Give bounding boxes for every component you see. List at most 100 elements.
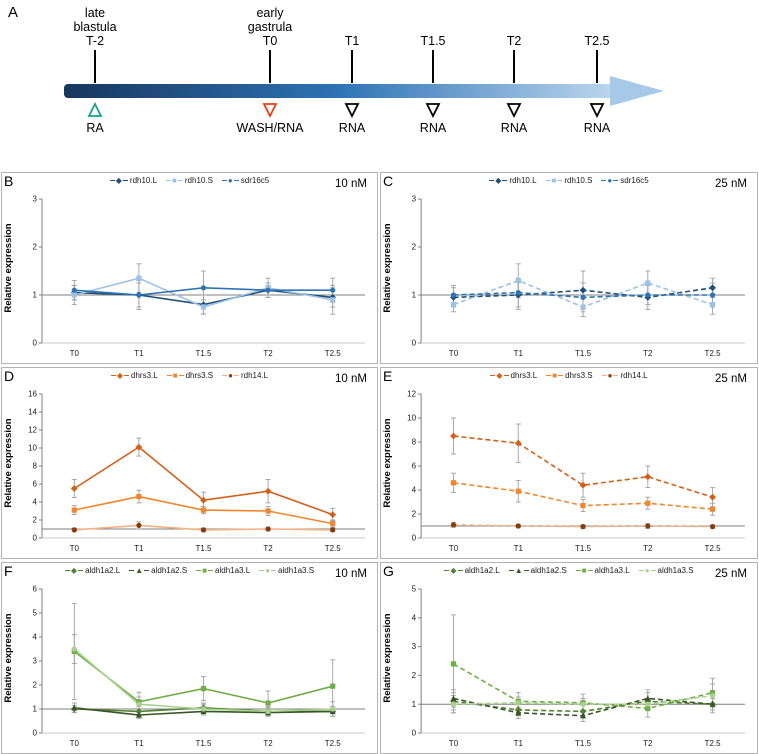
svg-text:2: 2 — [412, 510, 417, 519]
svg-text:4: 4 — [412, 486, 417, 495]
legend-line — [601, 180, 607, 181]
legend-line — [545, 180, 551, 181]
svg-text:0: 0 — [33, 339, 38, 348]
timepoint-label: T2.5 — [584, 34, 610, 48]
legend-line — [271, 570, 277, 571]
legend-marker-icon: ● — [607, 175, 613, 185]
y-axis-title: Relative expression — [3, 418, 14, 508]
legend-label: aldh1a3.S — [278, 566, 315, 575]
legend-item: ◆ dhrs3.L — [490, 371, 537, 380]
chart-plot: 0 1 2 3 4 5 T0 T1 T1.5 T2 T2.5 — [412, 585, 745, 748]
chart-legend: ◆ dhrs3.L ■ dhrs3.S ● rdh14.L — [46, 371, 333, 380]
svg-text:8: 8 — [33, 462, 38, 471]
svg-text:T2: T2 — [263, 544, 273, 553]
stage-late-blastula: late blastula T-2 — [40, 6, 150, 48]
svg-text:2: 2 — [412, 671, 417, 680]
legend-line — [546, 375, 552, 376]
legend-line — [110, 375, 116, 376]
legend-item: ■ aldh1a3.L — [196, 566, 250, 575]
svg-text:2: 2 — [33, 516, 38, 525]
marker-label: RNA — [419, 121, 447, 135]
legend-label: aldh1a2.S — [530, 566, 567, 575]
legend-line — [208, 570, 214, 571]
legend-line — [144, 570, 150, 571]
chart-legend: ◆ rdh10.L ■ rdh10.S ● sdr16c5 — [425, 176, 713, 185]
svg-text:T2: T2 — [643, 349, 653, 358]
legend-marker-icon: ◆ — [496, 370, 503, 380]
legend-line — [129, 570, 135, 571]
svg-text:T0: T0 — [449, 739, 459, 748]
legend-line — [503, 375, 509, 376]
svg-text:T1: T1 — [134, 349, 144, 358]
legend-label: rdh14.L — [240, 371, 269, 380]
svg-text:T1.5: T1.5 — [195, 544, 212, 553]
legend-line — [502, 180, 508, 181]
timepoint-label: T1.5 — [420, 34, 446, 48]
legend-marker-icon: ● — [227, 175, 233, 185]
marker-label: WASH/RNA — [236, 121, 304, 135]
tick-line — [351, 50, 353, 83]
legend-marker-icon: ■ — [552, 370, 558, 380]
legend-marker-icon: ● — [265, 565, 271, 575]
legend-marker-icon: ■ — [551, 175, 557, 185]
y-axis-title: Relative expression — [3, 223, 14, 313]
legend-label: dhrs3.S — [565, 371, 593, 380]
panel-label: D — [4, 368, 15, 384]
legend-label: rdh10.L — [129, 176, 158, 185]
panel-label: F — [4, 563, 13, 579]
legend-line — [233, 375, 239, 376]
legend-label: sdr16c5 — [240, 176, 270, 185]
legend-item: ■ rdh10.S — [166, 176, 213, 185]
svg-text:5: 5 — [33, 609, 38, 618]
legend-line — [558, 375, 564, 376]
legend-label: aldh1a2.S — [151, 566, 188, 575]
stage-text: early — [256, 6, 284, 20]
svg-text:0: 0 — [412, 534, 417, 543]
svg-text:4: 4 — [33, 498, 38, 507]
legend-line — [166, 375, 172, 376]
legend-line — [575, 570, 581, 571]
legend-label: aldh1a2.L — [85, 566, 121, 575]
svg-text:12: 12 — [28, 426, 37, 435]
svg-text:6: 6 — [33, 480, 38, 489]
svg-text:1: 1 — [412, 291, 417, 300]
legend-line — [638, 570, 644, 571]
svg-text:0: 0 — [33, 729, 38, 738]
svg-text:0: 0 — [33, 534, 38, 543]
chart-legend: ◆ aldh1a2.L ▲ aldh1a2.S ■ aldh1a3.L ● aldh1a3.S — [425, 566, 713, 575]
chart-legend: ◆ aldh1a2.L ▲ aldh1a2.S ■ aldh1a3.L ● aldh1a3.S — [46, 566, 333, 575]
svg-text:10: 10 — [407, 414, 416, 423]
ra-addition-marker-icon — [87, 102, 103, 117]
legend-item: ◆ aldh1a2.L — [64, 566, 121, 575]
svg-text:2: 2 — [33, 681, 38, 690]
tick-line — [513, 50, 515, 83]
legend-item: ◆ aldh1a2.L — [444, 566, 500, 575]
tick-line — [432, 50, 434, 83]
svg-text:1: 1 — [33, 291, 38, 300]
legend-line — [64, 570, 70, 571]
dose-label: 10 nM — [335, 373, 367, 385]
timepoint-label: T-2 — [85, 34, 105, 48]
chart-plot: 0 1 2 3 T0 T1 T1.5 T2 T2.5 — [412, 195, 745, 358]
y-axis-title: Relative expression — [3, 613, 14, 703]
timepoint-label: T2 — [506, 34, 522, 48]
panel-label: E — [383, 368, 393, 384]
chart-panel-c: C 25 nM ◆ rdh10.L ■ rdh10.S ● sdr16c5 Relativ… — [380, 172, 758, 364]
legend-item: ■ aldh1a3.L — [575, 566, 630, 575]
legend-line — [457, 570, 463, 571]
legend-line — [489, 180, 495, 181]
legend-label: rdh10.L — [509, 176, 537, 185]
svg-text:0: 0 — [412, 339, 417, 348]
svg-text:10: 10 — [28, 444, 37, 453]
dose-label: 10 nM — [335, 568, 367, 580]
timepoint-label: T0 — [262, 34, 278, 48]
legend-marker-icon: ● — [607, 370, 613, 380]
svg-text:14: 14 — [28, 408, 37, 417]
legend-line — [233, 180, 239, 181]
legend-line — [557, 180, 563, 181]
marker-label: RNA — [583, 121, 611, 135]
y-axis-title: Relative expression — [382, 418, 393, 508]
legend-line — [490, 375, 496, 376]
svg-text:T2.5: T2.5 — [325, 544, 342, 553]
timepoint-label: T1 — [344, 34, 360, 48]
